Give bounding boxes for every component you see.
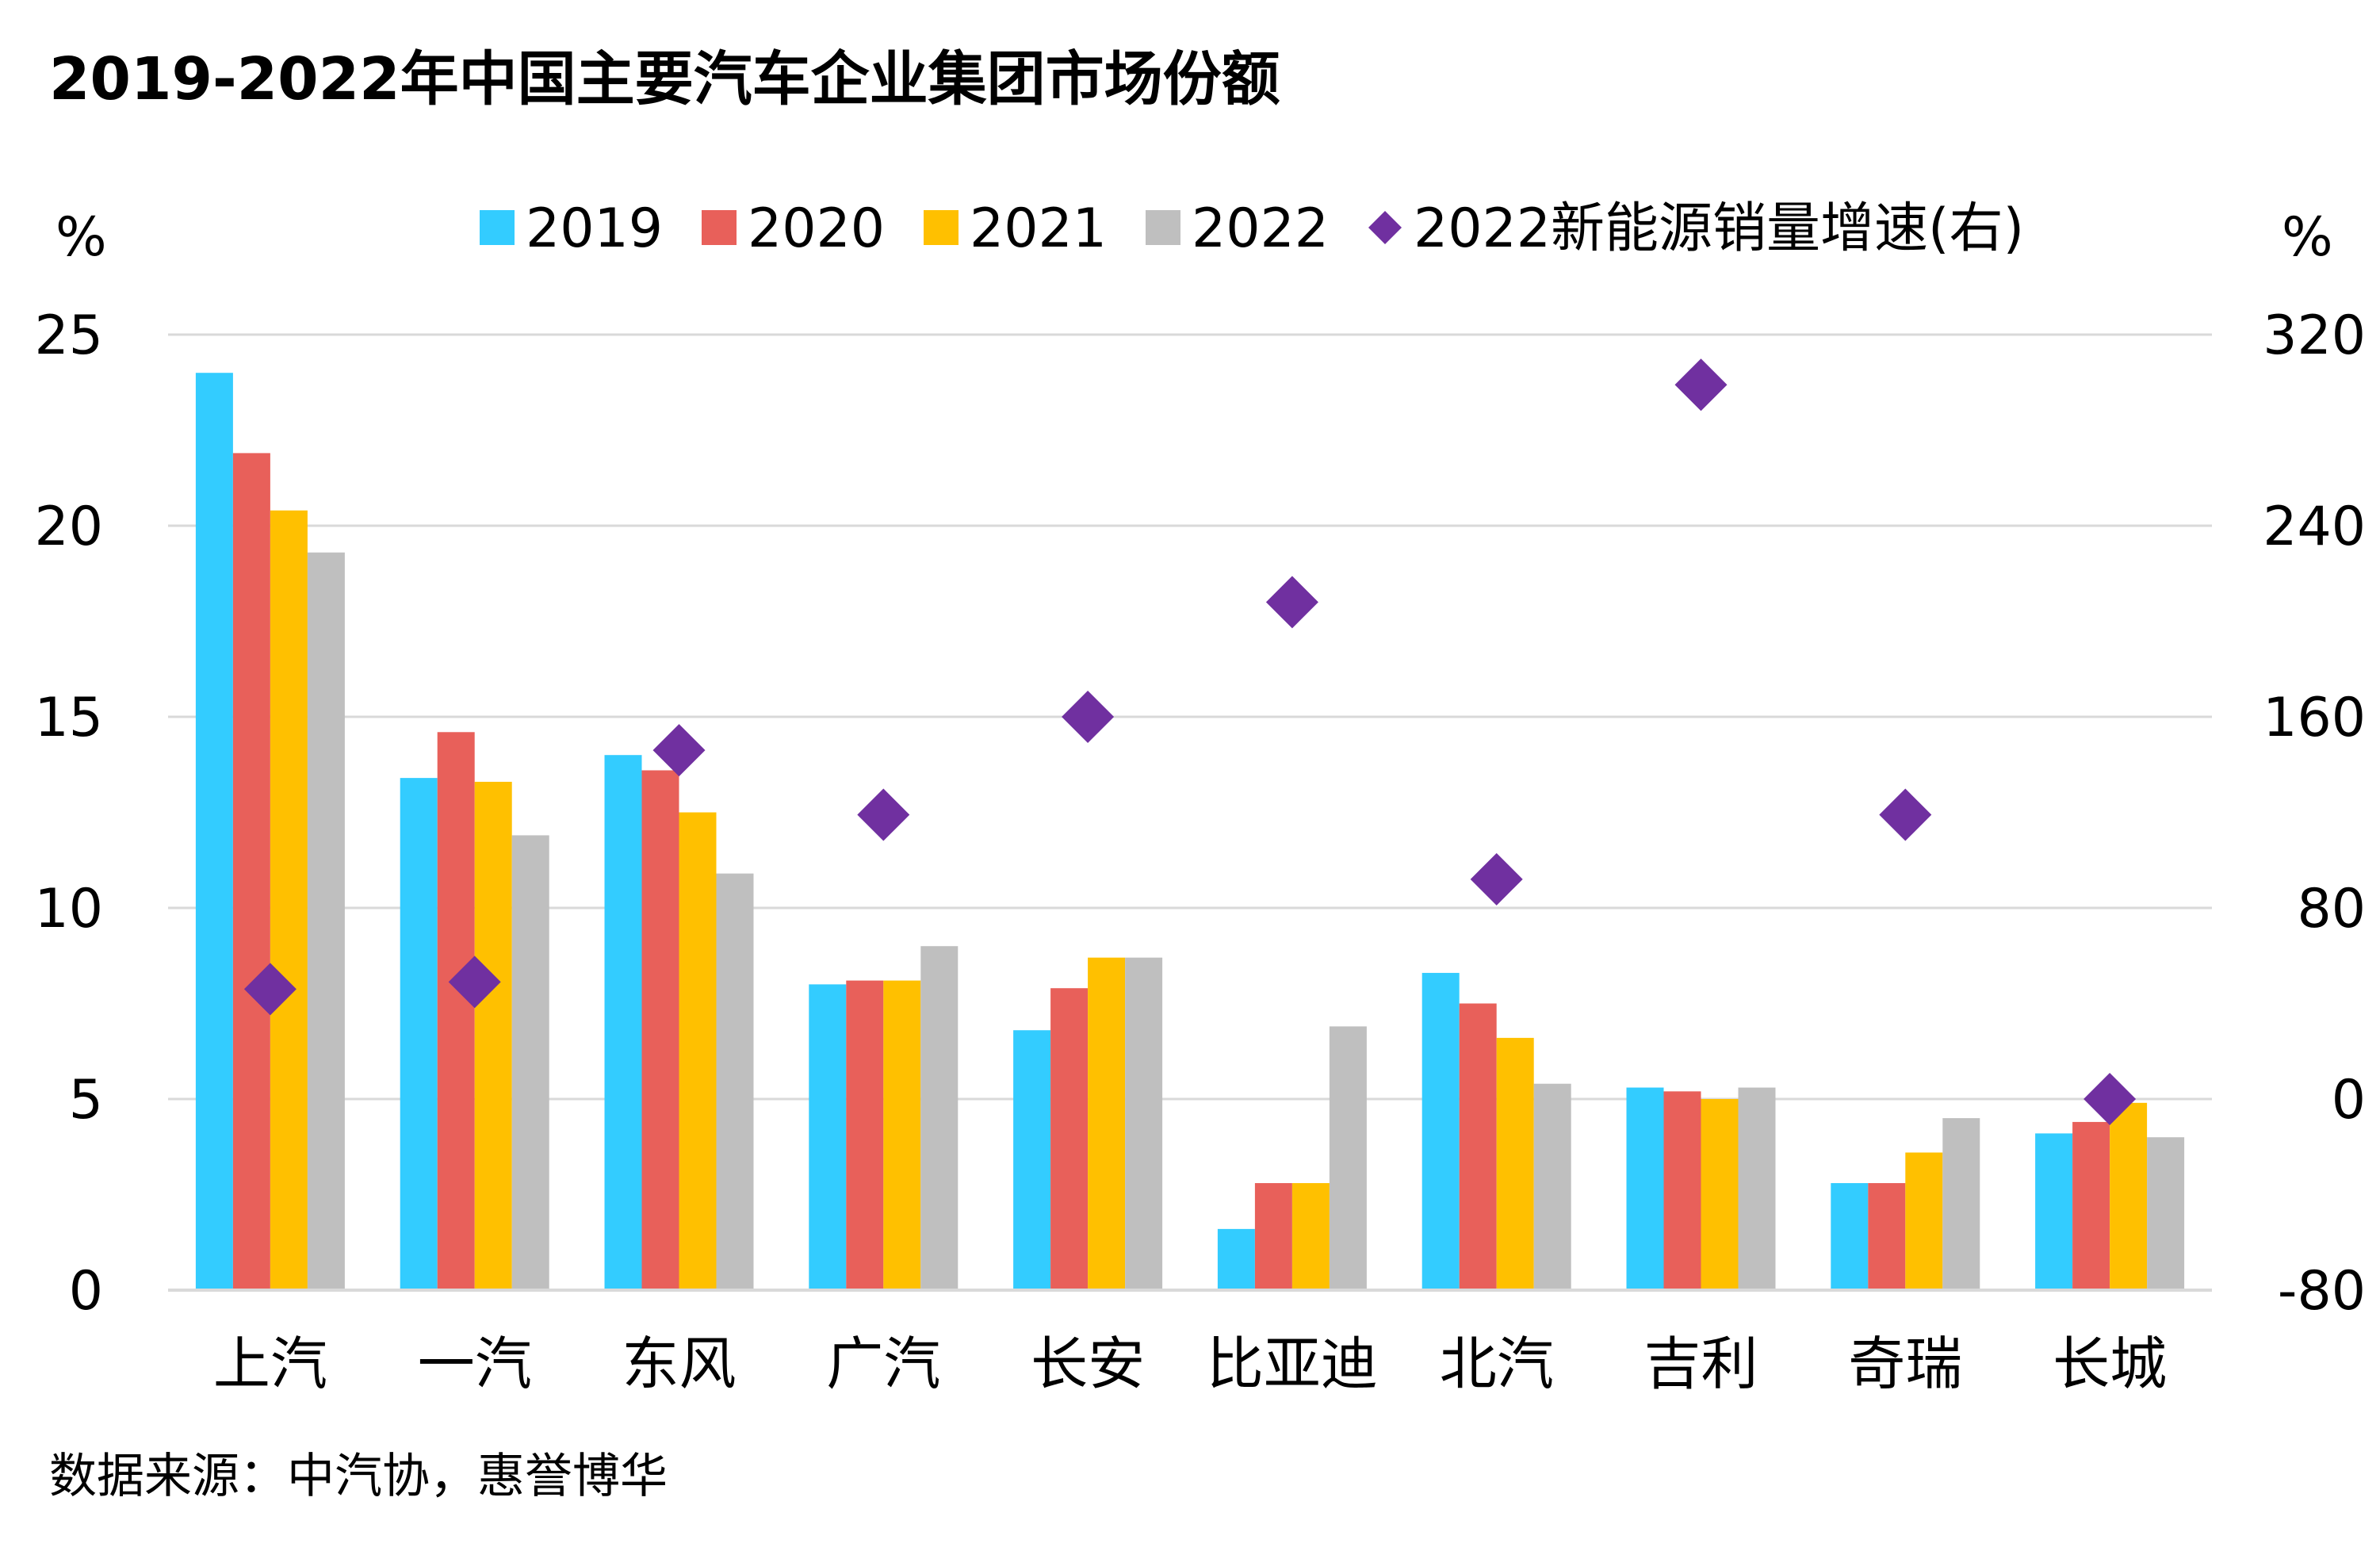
- right-axis-unit: %: [2282, 206, 2333, 269]
- category-label: 广汽: [826, 1331, 940, 1397]
- category-label: 北汽: [1440, 1331, 1554, 1397]
- left-tick-label: 10: [34, 878, 103, 940]
- legend: 2019 2020 2021 2022 2022新能源销量增速(右): [480, 197, 2024, 260]
- bar-2019-东风: [604, 755, 642, 1290]
- left-tick-label: 15: [34, 687, 103, 749]
- category-label: 奇瑞: [1848, 1331, 1962, 1397]
- marker-一汽: [448, 955, 501, 1009]
- legend-swatch-2019: [480, 210, 515, 245]
- bar-2021-奇瑞: [1905, 1152, 1943, 1290]
- bar-2021-东风: [679, 812, 717, 1290]
- marker-东风: [652, 724, 706, 777]
- left-tick-label: 20: [34, 496, 103, 558]
- category-label: 长城: [2053, 1331, 2167, 1397]
- bar-2021-一汽: [474, 781, 512, 1290]
- marker-比亚迪: [1265, 576, 1318, 629]
- legend-label: 2022新能源销量增速(右): [1414, 197, 2024, 260]
- left-axis-unit: %: [55, 206, 107, 269]
- bar-2022-奇瑞: [1942, 1118, 1980, 1290]
- right-tick-label: -80: [2278, 1260, 2366, 1323]
- bar-2020-长城: [2072, 1121, 2110, 1290]
- category-label: 上汽: [213, 1331, 327, 1397]
- category-label: 一汽: [418, 1331, 532, 1397]
- bar-2021-上汽: [270, 510, 308, 1290]
- left-tick-label: 25: [34, 304, 103, 367]
- markers: [243, 358, 2137, 1125]
- marker-吉利: [1674, 358, 1728, 412]
- category-label: 比亚迪: [1207, 1331, 1378, 1397]
- bar-2020-上汽: [232, 453, 270, 1291]
- source-note: 数据来源：中汽协，惠誉博华: [49, 1449, 668, 1504]
- bar-2020-奇瑞: [1868, 1183, 1906, 1290]
- marker-北汽: [1470, 852, 1523, 906]
- marker-长城: [2083, 1073, 2137, 1125]
- left-tick-label: 5: [69, 1069, 103, 1132]
- legend-swatch-2022: [1146, 210, 1180, 245]
- bar-2022-上汽: [307, 552, 345, 1290]
- bar-2021-北汽: [1496, 1037, 1534, 1290]
- right-tick-label: 320: [2263, 304, 2366, 367]
- bar-2021-比亚迪: [1291, 1183, 1330, 1290]
- bar-2021-长安: [1088, 957, 1126, 1290]
- right-tick-label: 80: [2297, 878, 2366, 940]
- legend-label: 2021: [970, 197, 1107, 260]
- category-label: 长安: [1031, 1331, 1145, 1397]
- bar-2022-广汽: [920, 946, 959, 1290]
- bar-2019-比亚迪: [1217, 1228, 1255, 1290]
- bar-2021-广汽: [883, 980, 921, 1290]
- bar-2019-长安: [1013, 1030, 1051, 1290]
- legend-label: 2022: [1192, 197, 1329, 260]
- bar-2019-吉利: [1626, 1087, 1664, 1290]
- marker-长安: [1062, 691, 1115, 743]
- left-tick-label: 0: [69, 1260, 103, 1323]
- bar-2019-奇瑞: [1831, 1183, 1869, 1290]
- bar-2019-一汽: [400, 778, 438, 1290]
- bar-2022-长安: [1125, 957, 1163, 1290]
- bar-2019-上汽: [195, 373, 233, 1291]
- bar-2022-一汽: [511, 835, 549, 1290]
- marker-广汽: [857, 788, 910, 841]
- right-tick-label: 0: [2332, 1069, 2366, 1132]
- right-tick-label: 160: [2263, 687, 2366, 749]
- bars: [195, 373, 2185, 1291]
- left-axis-ticks: 0 5 10 15 20 25: [34, 304, 103, 1323]
- bar-2019-北汽: [1421, 972, 1460, 1290]
- bar-2022-吉利: [1738, 1087, 1776, 1290]
- right-axis-ticks: -80 0 80 160 240 320: [2263, 304, 2366, 1323]
- bar-2020-东风: [641, 770, 679, 1290]
- bar-2020-长安: [1050, 988, 1089, 1290]
- legend-label: 2020: [748, 197, 885, 260]
- bar-2021-长城: [2110, 1102, 2148, 1290]
- legend-label: 2019: [526, 197, 663, 260]
- bar-2022-北汽: [1533, 1083, 1571, 1290]
- bar-2020-比亚迪: [1254, 1183, 1292, 1290]
- bar-2019-广汽: [809, 984, 847, 1290]
- bar-2022-东风: [716, 873, 754, 1290]
- bar-2019-长城: [2035, 1133, 2073, 1290]
- right-tick-label: 240: [2263, 496, 2366, 558]
- bar-2022-比亚迪: [1329, 1026, 1367, 1290]
- category-label: 东风: [622, 1331, 736, 1397]
- marker-奇瑞: [1879, 788, 1932, 841]
- bar-2020-一汽: [437, 732, 475, 1290]
- bar-2020-广汽: [846, 980, 884, 1290]
- legend-swatch-2021: [924, 210, 959, 245]
- marker-上汽: [243, 963, 297, 1016]
- legend-swatch-2020: [702, 210, 737, 245]
- bar-2022-长城: [2147, 1137, 2185, 1290]
- bar-2021-吉利: [1701, 1099, 1739, 1290]
- bar-2020-北汽: [1459, 1003, 1497, 1290]
- category-labels: 上汽 一汽 东风 广汽 长安 比亚迪 北汽 吉利 奇瑞 长城: [213, 1331, 2167, 1397]
- chart-title: 2019-2022年中国主要汽车企业集团市场份额: [49, 45, 1280, 113]
- legend-swatch-diamond: [1368, 211, 1402, 244]
- category-label: 吉利: [1643, 1331, 1758, 1397]
- bar-2020-吉利: [1663, 1091, 1701, 1290]
